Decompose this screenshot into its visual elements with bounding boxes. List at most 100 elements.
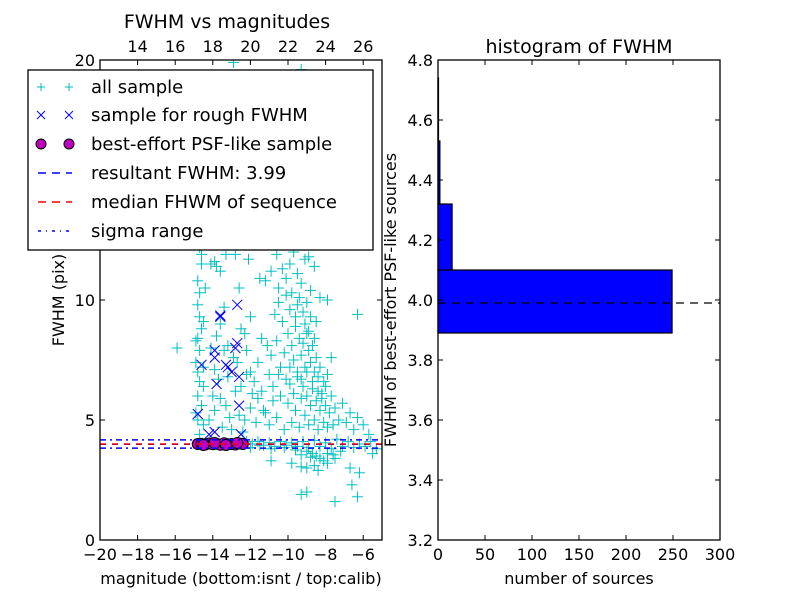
data-point <box>352 308 364 320</box>
data-point <box>312 464 324 476</box>
x-tick-label: −12 <box>234 545 268 564</box>
data-point <box>205 342 217 354</box>
data-point <box>216 421 228 433</box>
data-point <box>263 437 275 449</box>
data-point <box>321 368 333 380</box>
y-tick-label: 3.2 <box>408 531 433 550</box>
y-tick-label: 4.6 <box>408 111 433 130</box>
data-point <box>192 414 204 426</box>
data-point <box>196 400 208 412</box>
data-point <box>301 328 313 340</box>
data-point <box>254 439 266 451</box>
data-point <box>293 292 305 304</box>
data-point <box>259 407 271 419</box>
legend-marker <box>36 110 46 120</box>
top-x-tick-label: 14 <box>127 37 147 56</box>
data-point <box>265 349 277 361</box>
data-point <box>314 361 326 373</box>
data-point <box>212 373 224 385</box>
x-tick-label: 150 <box>564 545 595 564</box>
histogram-ylabel: FWHM of best-effort PSF-like sources <box>381 153 400 447</box>
data-point <box>209 426 221 438</box>
top-x-tick-label: 22 <box>278 37 298 56</box>
data-point <box>290 404 302 416</box>
histogram-bar <box>437 269 673 334</box>
data-point <box>274 361 286 373</box>
data-point <box>297 306 309 318</box>
data-point <box>286 287 298 299</box>
data-point <box>244 366 256 378</box>
data-point <box>301 445 313 457</box>
data-point <box>305 356 317 368</box>
data-point <box>211 378 222 390</box>
data-point <box>211 330 223 342</box>
data-point <box>321 421 333 433</box>
data-point <box>263 368 275 380</box>
data-point <box>243 253 255 265</box>
data-point <box>220 248 232 260</box>
data-point <box>282 328 294 340</box>
legend-box <box>27 69 374 251</box>
data-point <box>220 400 232 412</box>
data-point <box>218 301 230 313</box>
data-point <box>261 340 273 352</box>
data-point <box>222 361 234 373</box>
data-point <box>271 412 283 424</box>
y-tick-label: 3.4 <box>408 471 433 490</box>
top-x-tick-label: 18 <box>203 37 223 56</box>
data-point <box>310 395 322 407</box>
data-point <box>209 364 221 376</box>
data-point <box>229 248 241 260</box>
data-point <box>209 404 221 416</box>
data-point <box>288 388 300 400</box>
x-tick-label: 300 <box>705 545 736 564</box>
data-point <box>197 316 209 328</box>
data-point <box>231 356 243 368</box>
data-point <box>214 265 226 277</box>
x-tick-label: 50 <box>475 545 495 564</box>
data-point <box>306 376 318 388</box>
x-tick-label: 100 <box>517 545 548 564</box>
data-point <box>276 263 288 275</box>
series-sample-for-rough-fwhm <box>192 299 247 440</box>
data-point <box>291 299 303 311</box>
data-point <box>314 292 326 304</box>
x-tick-label: 250 <box>658 545 689 564</box>
y-tick-label: 4.4 <box>408 171 433 190</box>
top-x-tick-label: 20 <box>240 37 260 56</box>
legend-marker <box>37 83 45 91</box>
y-tick-label: 0 <box>85 531 95 550</box>
legend-label: all sample <box>91 77 183 98</box>
legend-label: sigma range <box>91 221 203 242</box>
data-point <box>299 361 311 373</box>
data-point <box>367 448 379 460</box>
data-point <box>325 352 337 364</box>
data-point <box>254 272 266 284</box>
data-point <box>214 392 226 404</box>
data-point <box>295 373 307 385</box>
data-point <box>197 380 209 392</box>
y-tick-label: 20 <box>75 51 95 70</box>
data-point <box>214 311 226 323</box>
data-point <box>196 258 208 270</box>
data-point <box>252 392 264 404</box>
data-point <box>308 332 320 344</box>
data-point <box>265 455 277 467</box>
data-point <box>192 275 204 287</box>
histogram-xlabel: number of sources <box>504 569 654 588</box>
data-point <box>209 345 221 356</box>
data-point <box>333 414 345 426</box>
data-point <box>295 488 307 500</box>
data-point <box>297 436 309 448</box>
data-point <box>218 344 230 356</box>
legend-item: median FHWM of sequence <box>38 192 337 213</box>
legend-item: all sample <box>37 77 183 98</box>
data-point <box>256 385 268 397</box>
y-tick-label: 3.6 <box>408 411 433 430</box>
data-point <box>288 354 300 366</box>
data-point <box>280 289 292 301</box>
data-point <box>301 486 313 498</box>
scatter-title: FWHM vs magnitudes <box>124 11 330 33</box>
data-point <box>246 388 258 400</box>
data-point <box>194 428 206 440</box>
